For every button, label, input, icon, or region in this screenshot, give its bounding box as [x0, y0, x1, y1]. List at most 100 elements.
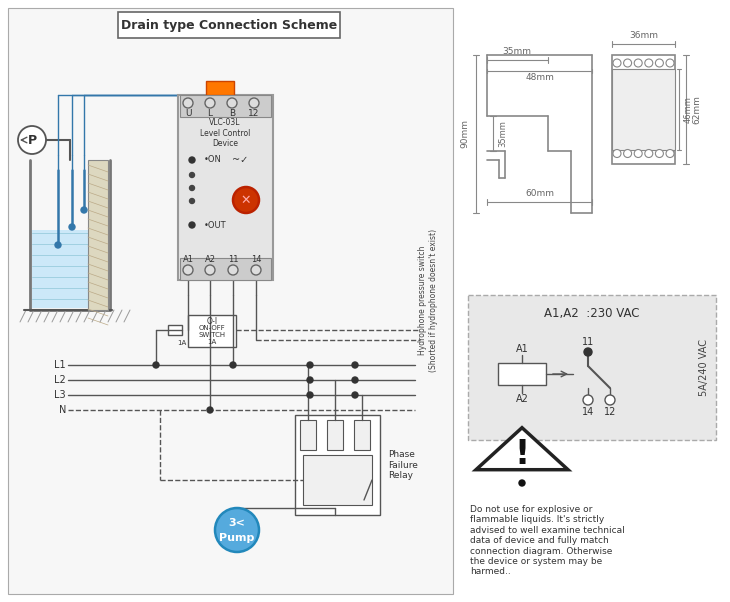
Text: ✕: ✕	[241, 193, 251, 206]
Bar	[612, 69, 675, 149]
Text: A2: A2	[515, 394, 529, 404]
Circle shape	[189, 157, 195, 163]
Circle shape	[190, 199, 194, 203]
Bar	[180, 95, 271, 117]
Circle shape	[656, 59, 664, 67]
Text: N: N	[58, 405, 66, 415]
Text: L3: L3	[54, 390, 66, 400]
Text: ON-OFF: ON-OFF	[199, 325, 226, 331]
Circle shape	[666, 149, 674, 158]
Text: 12: 12	[248, 108, 260, 117]
Circle shape	[251, 265, 261, 275]
Text: 11: 11	[582, 337, 594, 347]
Bar	[354, 420, 370, 450]
Text: 3<: 3<	[228, 518, 245, 528]
Text: 35mm: 35mm	[502, 46, 531, 55]
Circle shape	[623, 149, 631, 158]
Text: 62mm: 62mm	[693, 95, 702, 123]
Circle shape	[227, 98, 237, 108]
Circle shape	[352, 377, 358, 383]
Text: Hydrophone pressure switch
(Shorted if hydrophone doesn't exist): Hydrophone pressure switch (Shorted if h…	[418, 228, 438, 371]
Bar	[468, 295, 716, 440]
Circle shape	[190, 173, 194, 178]
Bar	[168, 325, 182, 335]
Text: 35mm: 35mm	[499, 120, 507, 147]
Text: 5A/240 VAC: 5A/240 VAC	[699, 338, 709, 396]
Text: Drain type Connection Scheme: Drain type Connection Scheme	[121, 19, 337, 31]
Bar	[327, 420, 343, 450]
Text: 12: 12	[604, 407, 616, 417]
Text: A1: A1	[182, 255, 193, 264]
Circle shape	[183, 98, 193, 108]
Circle shape	[656, 149, 664, 158]
Circle shape	[189, 222, 195, 228]
Circle shape	[205, 265, 215, 275]
Circle shape	[634, 149, 642, 158]
Text: U: U	[185, 108, 191, 117]
Circle shape	[69, 224, 75, 230]
Text: 36mm: 36mm	[629, 31, 658, 40]
Circle shape	[55, 242, 61, 248]
Text: ~✓: ~✓	[232, 155, 248, 165]
Circle shape	[613, 149, 621, 158]
Text: B: B	[229, 108, 235, 117]
Circle shape	[190, 185, 194, 190]
Bar	[300, 420, 316, 450]
Bar	[206, 81, 234, 95]
Bar	[498, 363, 546, 385]
Text: 14: 14	[250, 255, 261, 264]
Text: 46mm: 46mm	[683, 96, 693, 123]
Polygon shape	[476, 427, 568, 470]
Bar	[612, 55, 675, 164]
Circle shape	[519, 480, 525, 486]
Circle shape	[249, 98, 259, 108]
Bar	[178, 95, 273, 280]
Circle shape	[634, 59, 642, 67]
Text: L1: L1	[54, 360, 66, 370]
Text: •OUT: •OUT	[204, 220, 226, 229]
Bar	[88, 160, 108, 310]
Text: !: !	[515, 438, 529, 471]
Circle shape	[205, 98, 215, 108]
Circle shape	[228, 265, 238, 275]
Circle shape	[352, 392, 358, 398]
Text: 48mm: 48mm	[525, 73, 554, 82]
Circle shape	[352, 362, 358, 368]
Circle shape	[230, 362, 236, 368]
Text: 90mm: 90mm	[461, 119, 469, 148]
Circle shape	[583, 395, 593, 405]
Circle shape	[307, 377, 313, 383]
Circle shape	[605, 395, 615, 405]
Text: L2: L2	[54, 375, 66, 385]
Text: SWITCH: SWITCH	[199, 332, 226, 338]
Text: 14: 14	[582, 407, 594, 417]
Circle shape	[613, 59, 621, 67]
Circle shape	[584, 348, 592, 356]
Bar	[295, 415, 380, 515]
Circle shape	[645, 149, 653, 158]
Circle shape	[623, 59, 631, 67]
Circle shape	[81, 207, 87, 213]
Text: 1A: 1A	[207, 339, 217, 345]
Text: L: L	[207, 108, 212, 117]
Circle shape	[307, 392, 313, 398]
Text: Pump: Pump	[219, 533, 255, 543]
Circle shape	[645, 59, 653, 67]
Circle shape	[666, 59, 674, 67]
Text: Do not use for explosive or
flammable liquids. It's strictly
advised to well exa: Do not use for explosive or flammable li…	[470, 505, 625, 576]
Circle shape	[18, 126, 46, 154]
Circle shape	[233, 187, 259, 213]
Text: 11: 11	[228, 255, 238, 264]
Circle shape	[153, 362, 159, 368]
Text: 60mm: 60mm	[525, 189, 554, 198]
Text: A2: A2	[204, 255, 215, 264]
Text: P: P	[28, 134, 36, 146]
Bar	[180, 258, 271, 280]
Text: 1A: 1A	[177, 340, 187, 346]
Bar	[118, 12, 340, 38]
Text: VLC-03L
Level Control
Device: VLC-03L Level Control Device	[200, 118, 250, 148]
Text: O-I: O-I	[207, 317, 218, 326]
Bar	[188, 315, 236, 347]
Bar	[8, 8, 453, 594]
Text: Phase
Failure
Relay: Phase Failure Relay	[388, 450, 418, 480]
